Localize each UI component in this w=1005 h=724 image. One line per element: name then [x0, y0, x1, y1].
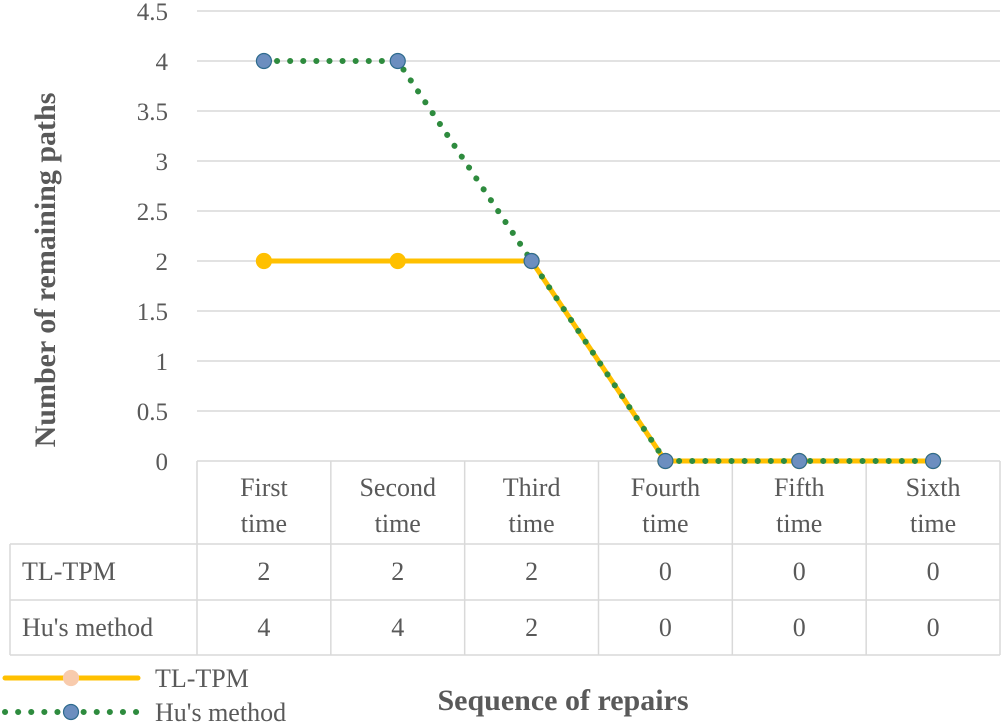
table-cell: 0 [793, 557, 806, 586]
gridlines [197, 10, 1000, 462]
x-tick-label: time [241, 509, 287, 538]
x-tick-label: First [240, 473, 288, 502]
legend-label: TL-TPM [155, 664, 249, 693]
data-point [523, 252, 540, 270]
table-cell: 0 [793, 613, 806, 642]
y-tick-label: 4.5 [137, 0, 168, 26]
legend-marker [62, 703, 80, 721]
data-table: First time Second time Third time Fourth time Fi… [9, 461, 1001, 656]
y-tick-labels: 0 0.5 1 1.5 2 2.5 3 3.5 4 4.5 [137, 0, 169, 476]
data-point [924, 452, 942, 470]
y-tick-label: 0 [156, 449, 169, 476]
y-tick-label: 3 [156, 149, 169, 176]
x-tick-label: Fifth [774, 473, 825, 502]
table-cell: 0 [659, 613, 672, 642]
y-tick-label: 2 [156, 249, 169, 276]
x-tick-label: time [642, 509, 688, 538]
x-tick-label: Second [359, 473, 436, 502]
series-lines [255, 52, 942, 470]
x-tick-label: Third [503, 473, 561, 502]
legend: TL-TPM Hu's method [2, 664, 286, 724]
x-tick-label: time [776, 509, 822, 538]
data-point [657, 452, 674, 470]
data-point [791, 452, 808, 470]
table-cell: 0 [927, 613, 940, 642]
y-tick-label: 1.5 [137, 299, 168, 326]
x-tick-label: Fourth [631, 473, 700, 502]
data-point [255, 52, 273, 70]
x-tick-label: time [508, 509, 554, 538]
y-tick-label: 4 [156, 49, 169, 76]
table-cell: 4 [257, 613, 270, 642]
x-tick-label: time [375, 509, 421, 538]
legend-label: Hu's method [155, 698, 286, 724]
data-point [389, 52, 406, 70]
data-point [255, 252, 273, 270]
table-row-label: Hu's method [22, 613, 153, 642]
data-point [389, 252, 406, 270]
y-tick-label: 1 [156, 349, 169, 376]
table-cell: 2 [525, 613, 538, 642]
x-tick-label: Sixth [906, 473, 961, 502]
table-cell: 0 [659, 557, 672, 586]
y-tick-label: 2.5 [137, 199, 168, 226]
table-row-label: TL-TPM [22, 557, 116, 586]
x-axis-label: Sequence of repairs [437, 684, 688, 717]
table-cell: 0 [927, 557, 940, 586]
y-tick-label: 3.5 [137, 99, 168, 126]
table-cell: 2 [391, 557, 404, 586]
table-cell: 2 [257, 557, 270, 586]
x-tick-label: time [910, 509, 956, 538]
y-tick-label: 0.5 [137, 399, 168, 426]
table-cell: 4 [391, 613, 404, 642]
table-cell: 2 [525, 557, 538, 586]
y-axis-label: Number of remaining paths [29, 93, 62, 448]
legend-marker [62, 669, 80, 687]
series-line-1 [260, 58, 937, 464]
